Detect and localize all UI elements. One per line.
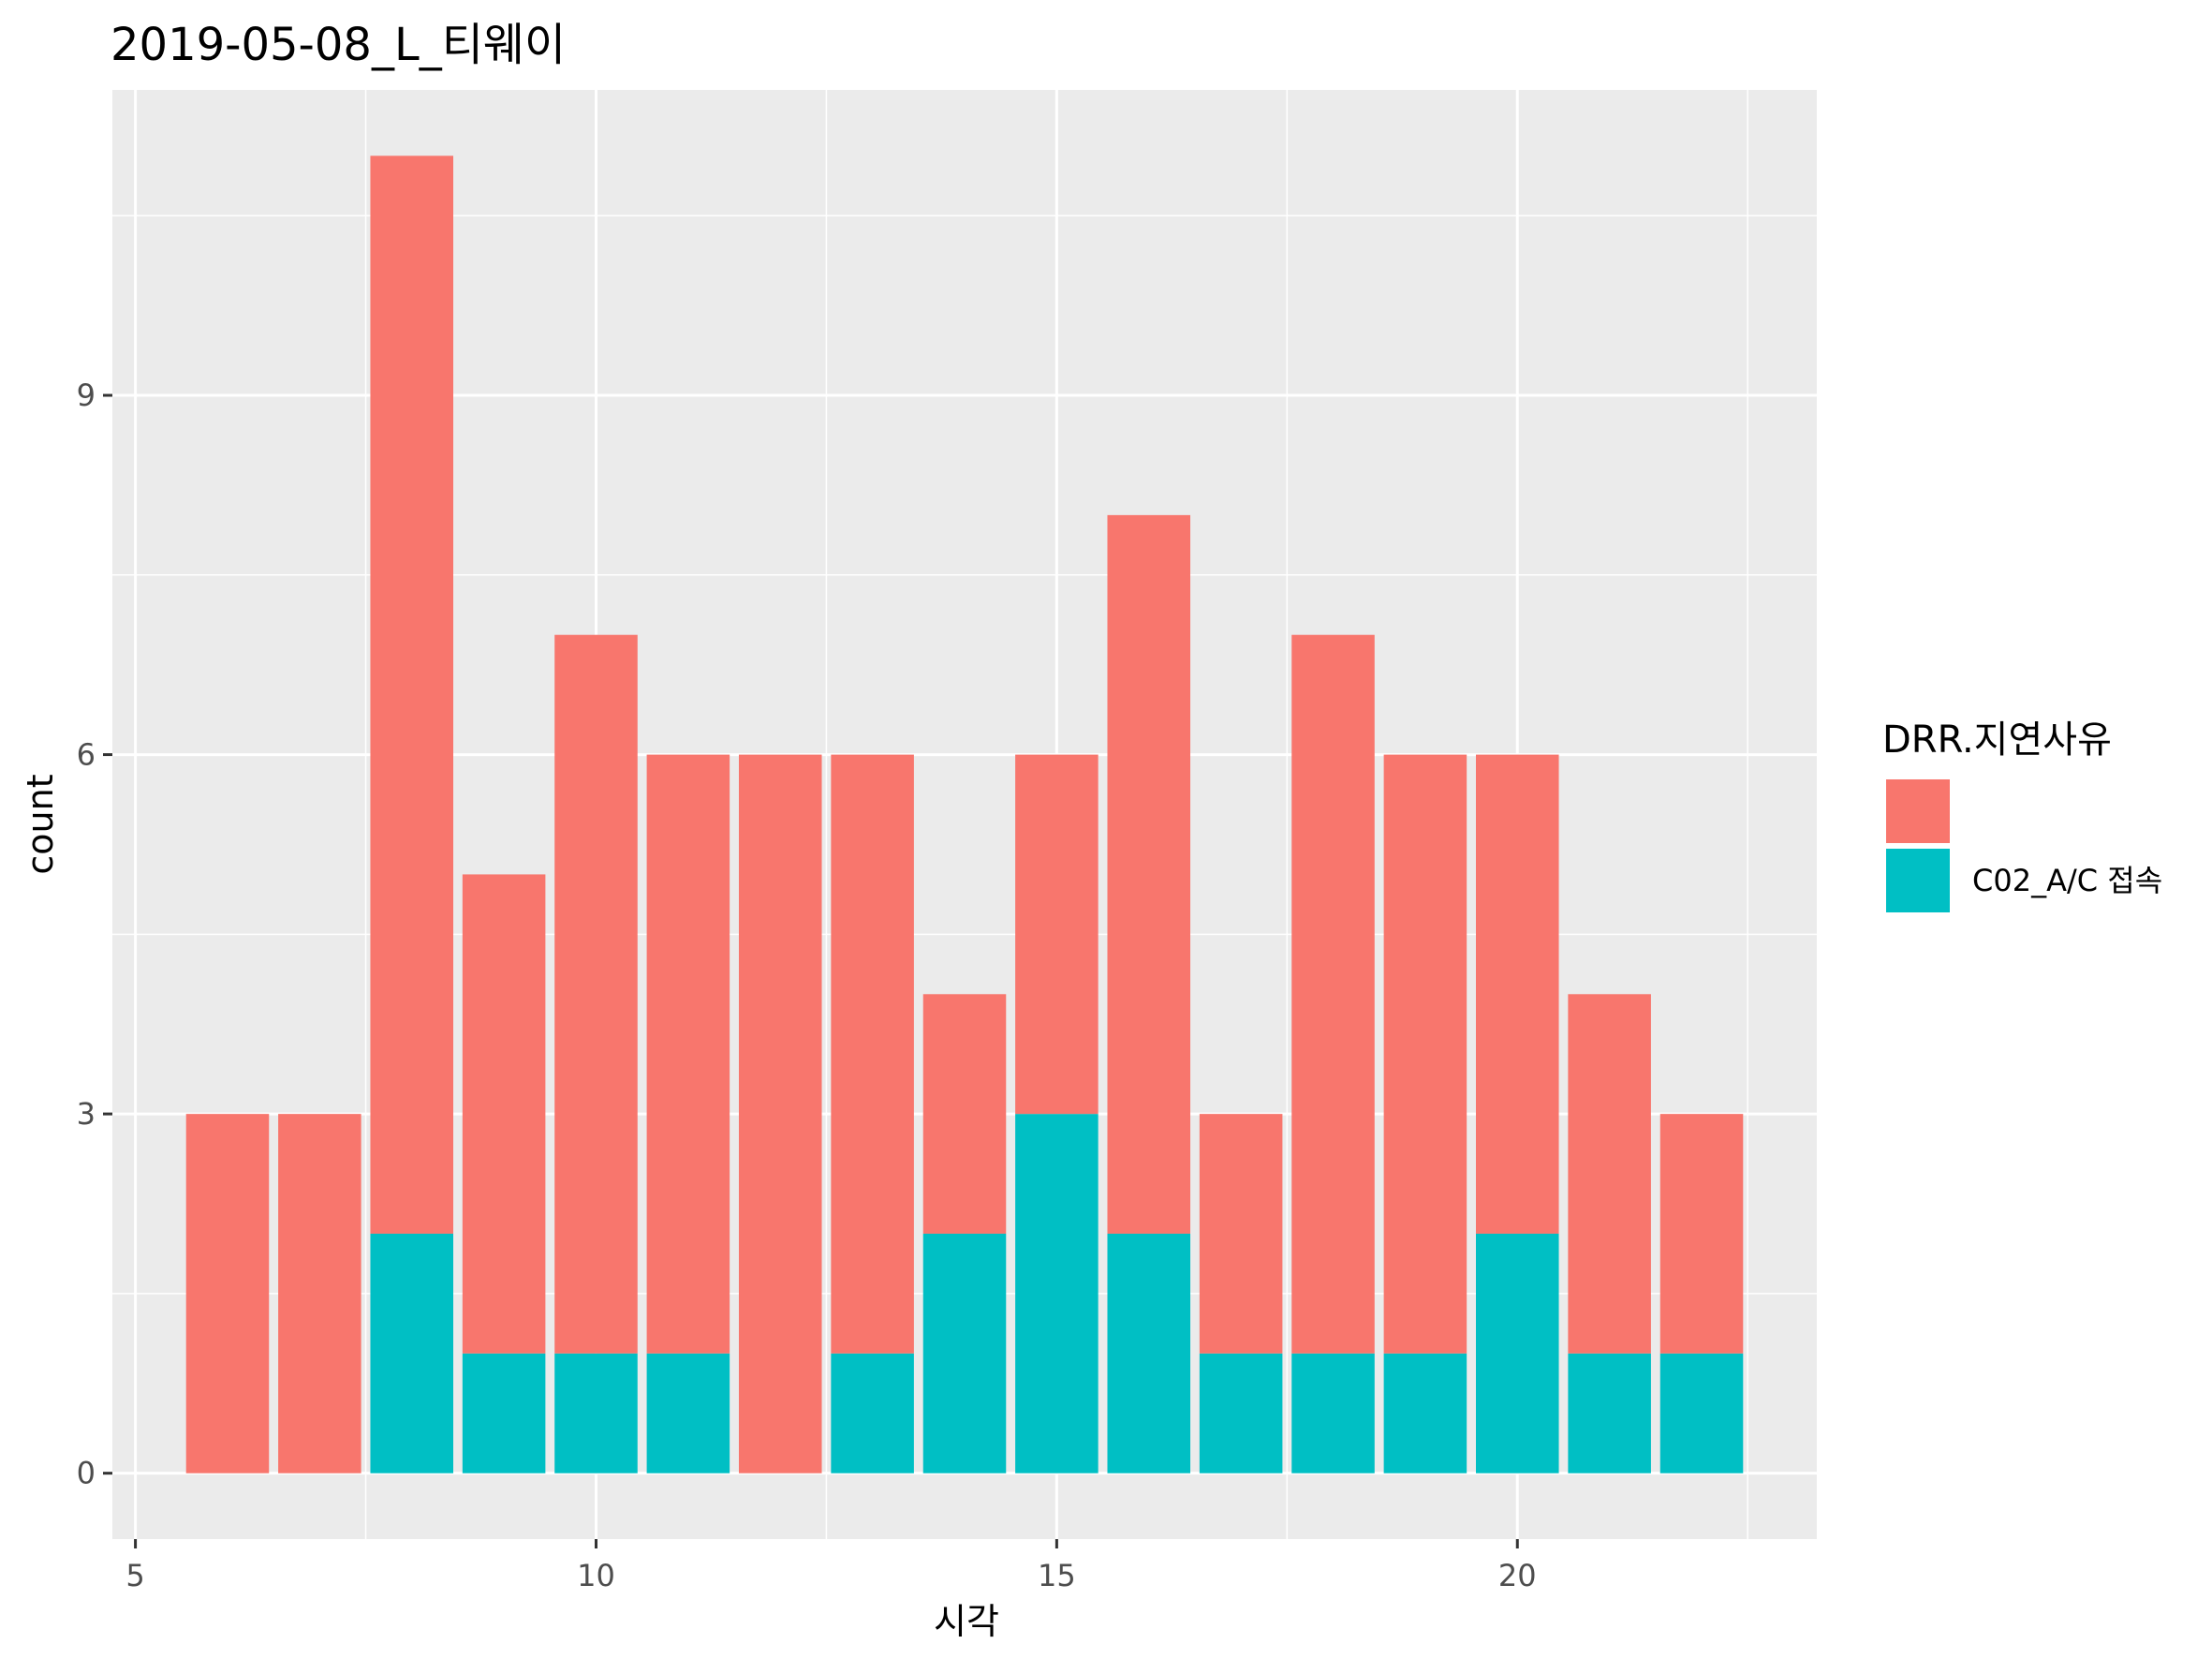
bar-segment-series-1 xyxy=(831,754,914,1354)
y-axis-label: count xyxy=(20,774,61,874)
bar-segment-series-1 xyxy=(1568,994,1651,1354)
x-tick-label: 20 xyxy=(1498,1558,1537,1593)
legend-key-series-1 xyxy=(1886,779,1950,843)
bar-segment-series-2 xyxy=(1199,1353,1283,1474)
bar-segment-series-1 xyxy=(1476,754,1559,1234)
x-tick-label: 5 xyxy=(125,1558,144,1593)
bar-segment-series-2 xyxy=(1383,1353,1467,1474)
x-tick-label: 10 xyxy=(577,1558,615,1593)
bar-segment-series-2 xyxy=(922,1233,1007,1474)
x-tick-label: 15 xyxy=(1038,1558,1076,1593)
y-tick-label: 6 xyxy=(77,737,96,773)
y-axis: 0 3 6 9 xyxy=(77,378,112,1491)
bars xyxy=(185,156,1744,1474)
bar-segment-series-1 xyxy=(370,156,453,1234)
y-tick-label: 9 xyxy=(77,378,96,413)
bar-segment-series-2 xyxy=(370,1233,453,1474)
bar-segment-series-2 xyxy=(1107,1233,1191,1474)
bar-segment-series-1 xyxy=(1015,754,1099,1115)
bar-segment-series-2 xyxy=(1568,1353,1651,1474)
legend-title: DRR.지연사유 xyxy=(1882,718,2112,762)
chart-title: 2019-05-08_L_티웨이 xyxy=(111,19,566,71)
bar-segment-series-1 xyxy=(922,994,1007,1234)
y-tick-label: 0 xyxy=(77,1456,96,1491)
x-axis-label: 시각 xyxy=(934,1601,999,1642)
bar-segment-series-1 xyxy=(462,874,546,1354)
legend: DRR.지연사유 C02_A/C 접속 xyxy=(1882,718,2162,912)
bar-segment-series-1 xyxy=(1659,1114,1744,1354)
y-tick-label: 3 xyxy=(77,1096,96,1132)
bar-segment-series-1 xyxy=(185,1114,270,1474)
bar-segment-series-1 xyxy=(1291,634,1375,1354)
bar-segment-series-1 xyxy=(738,754,822,1474)
bar-segment-series-1 xyxy=(1383,754,1467,1354)
bar-segment-series-2 xyxy=(831,1353,914,1474)
bar-segment-series-1 xyxy=(278,1114,361,1474)
bar-segment-series-2 xyxy=(554,1353,638,1474)
bar-segment-series-2 xyxy=(462,1353,546,1474)
legend-label-series-2: C02_A/C 접속 xyxy=(1972,863,2162,898)
legend-key-series-2 xyxy=(1886,849,1950,912)
bar-segment-series-2 xyxy=(1015,1114,1099,1474)
bar-segment-series-1 xyxy=(1199,1114,1283,1354)
x-axis: 5 10 15 20 xyxy=(125,1539,1537,1593)
bar-segment-series-1 xyxy=(646,754,730,1354)
bar-segment-series-2 xyxy=(1659,1353,1744,1474)
bar-segment-series-2 xyxy=(1291,1353,1375,1474)
bar-segment-series-2 xyxy=(646,1353,730,1474)
bar-segment-series-1 xyxy=(1107,514,1191,1234)
bar-segment-series-2 xyxy=(1476,1233,1559,1474)
bar-segment-series-1 xyxy=(554,634,638,1354)
